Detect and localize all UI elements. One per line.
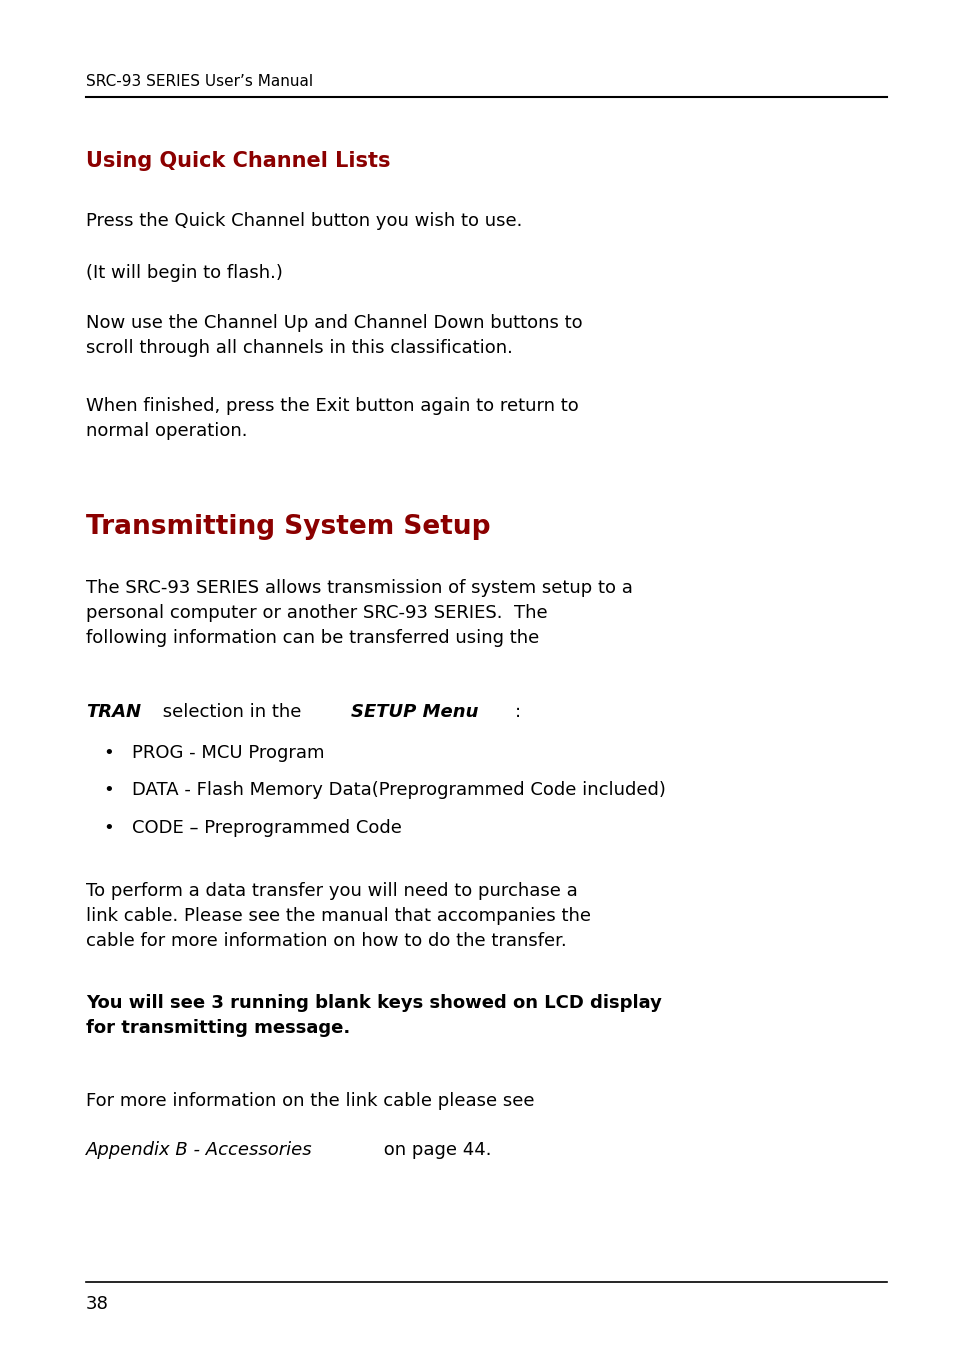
Text: CODE – Preprogrammed Code: CODE – Preprogrammed Code bbox=[132, 819, 401, 837]
Text: •: • bbox=[103, 744, 113, 761]
Text: (It will begin to flash.): (It will begin to flash.) bbox=[86, 264, 282, 281]
Text: SETUP Menu: SETUP Menu bbox=[351, 703, 477, 721]
Text: Using Quick Channel Lists: Using Quick Channel Lists bbox=[86, 151, 390, 172]
Text: To perform a data transfer you will need to purchase a
link cable. Please see th: To perform a data transfer you will need… bbox=[86, 882, 590, 949]
Text: •: • bbox=[103, 819, 113, 837]
Text: For more information on the link cable please see: For more information on the link cable p… bbox=[86, 1092, 534, 1110]
Text: Appendix B - Accessories: Appendix B - Accessories bbox=[86, 1141, 313, 1159]
Text: DATA - Flash Memory Data(Preprogrammed Code included): DATA - Flash Memory Data(Preprogrammed C… bbox=[132, 781, 665, 799]
Text: The SRC-93 SERIES allows transmission of system setup to a
personal computer or : The SRC-93 SERIES allows transmission of… bbox=[86, 579, 632, 646]
Text: When finished, press the Exit button again to return to
normal operation.: When finished, press the Exit button aga… bbox=[86, 397, 578, 441]
Text: SRC-93 SERIES User’s Manual: SRC-93 SERIES User’s Manual bbox=[86, 74, 313, 89]
Text: 38: 38 bbox=[86, 1295, 109, 1313]
Text: •: • bbox=[103, 781, 113, 799]
Text: on page 44.: on page 44. bbox=[378, 1141, 491, 1159]
Text: TRAN: TRAN bbox=[86, 703, 141, 721]
Text: PROG - MCU Program: PROG - MCU Program bbox=[132, 744, 324, 761]
Text: Now use the Channel Up and Channel Down buttons to
scroll through all channels i: Now use the Channel Up and Channel Down … bbox=[86, 314, 582, 357]
Text: You will see 3 running blank keys showed on LCD display
for transmitting message: You will see 3 running blank keys showed… bbox=[86, 994, 661, 1037]
Text: Transmitting System Setup: Transmitting System Setup bbox=[86, 514, 490, 539]
Text: Press the Quick Channel button you wish to use.: Press the Quick Channel button you wish … bbox=[86, 212, 521, 230]
Text: :: : bbox=[515, 703, 520, 721]
Text: selection in the: selection in the bbox=[157, 703, 307, 721]
